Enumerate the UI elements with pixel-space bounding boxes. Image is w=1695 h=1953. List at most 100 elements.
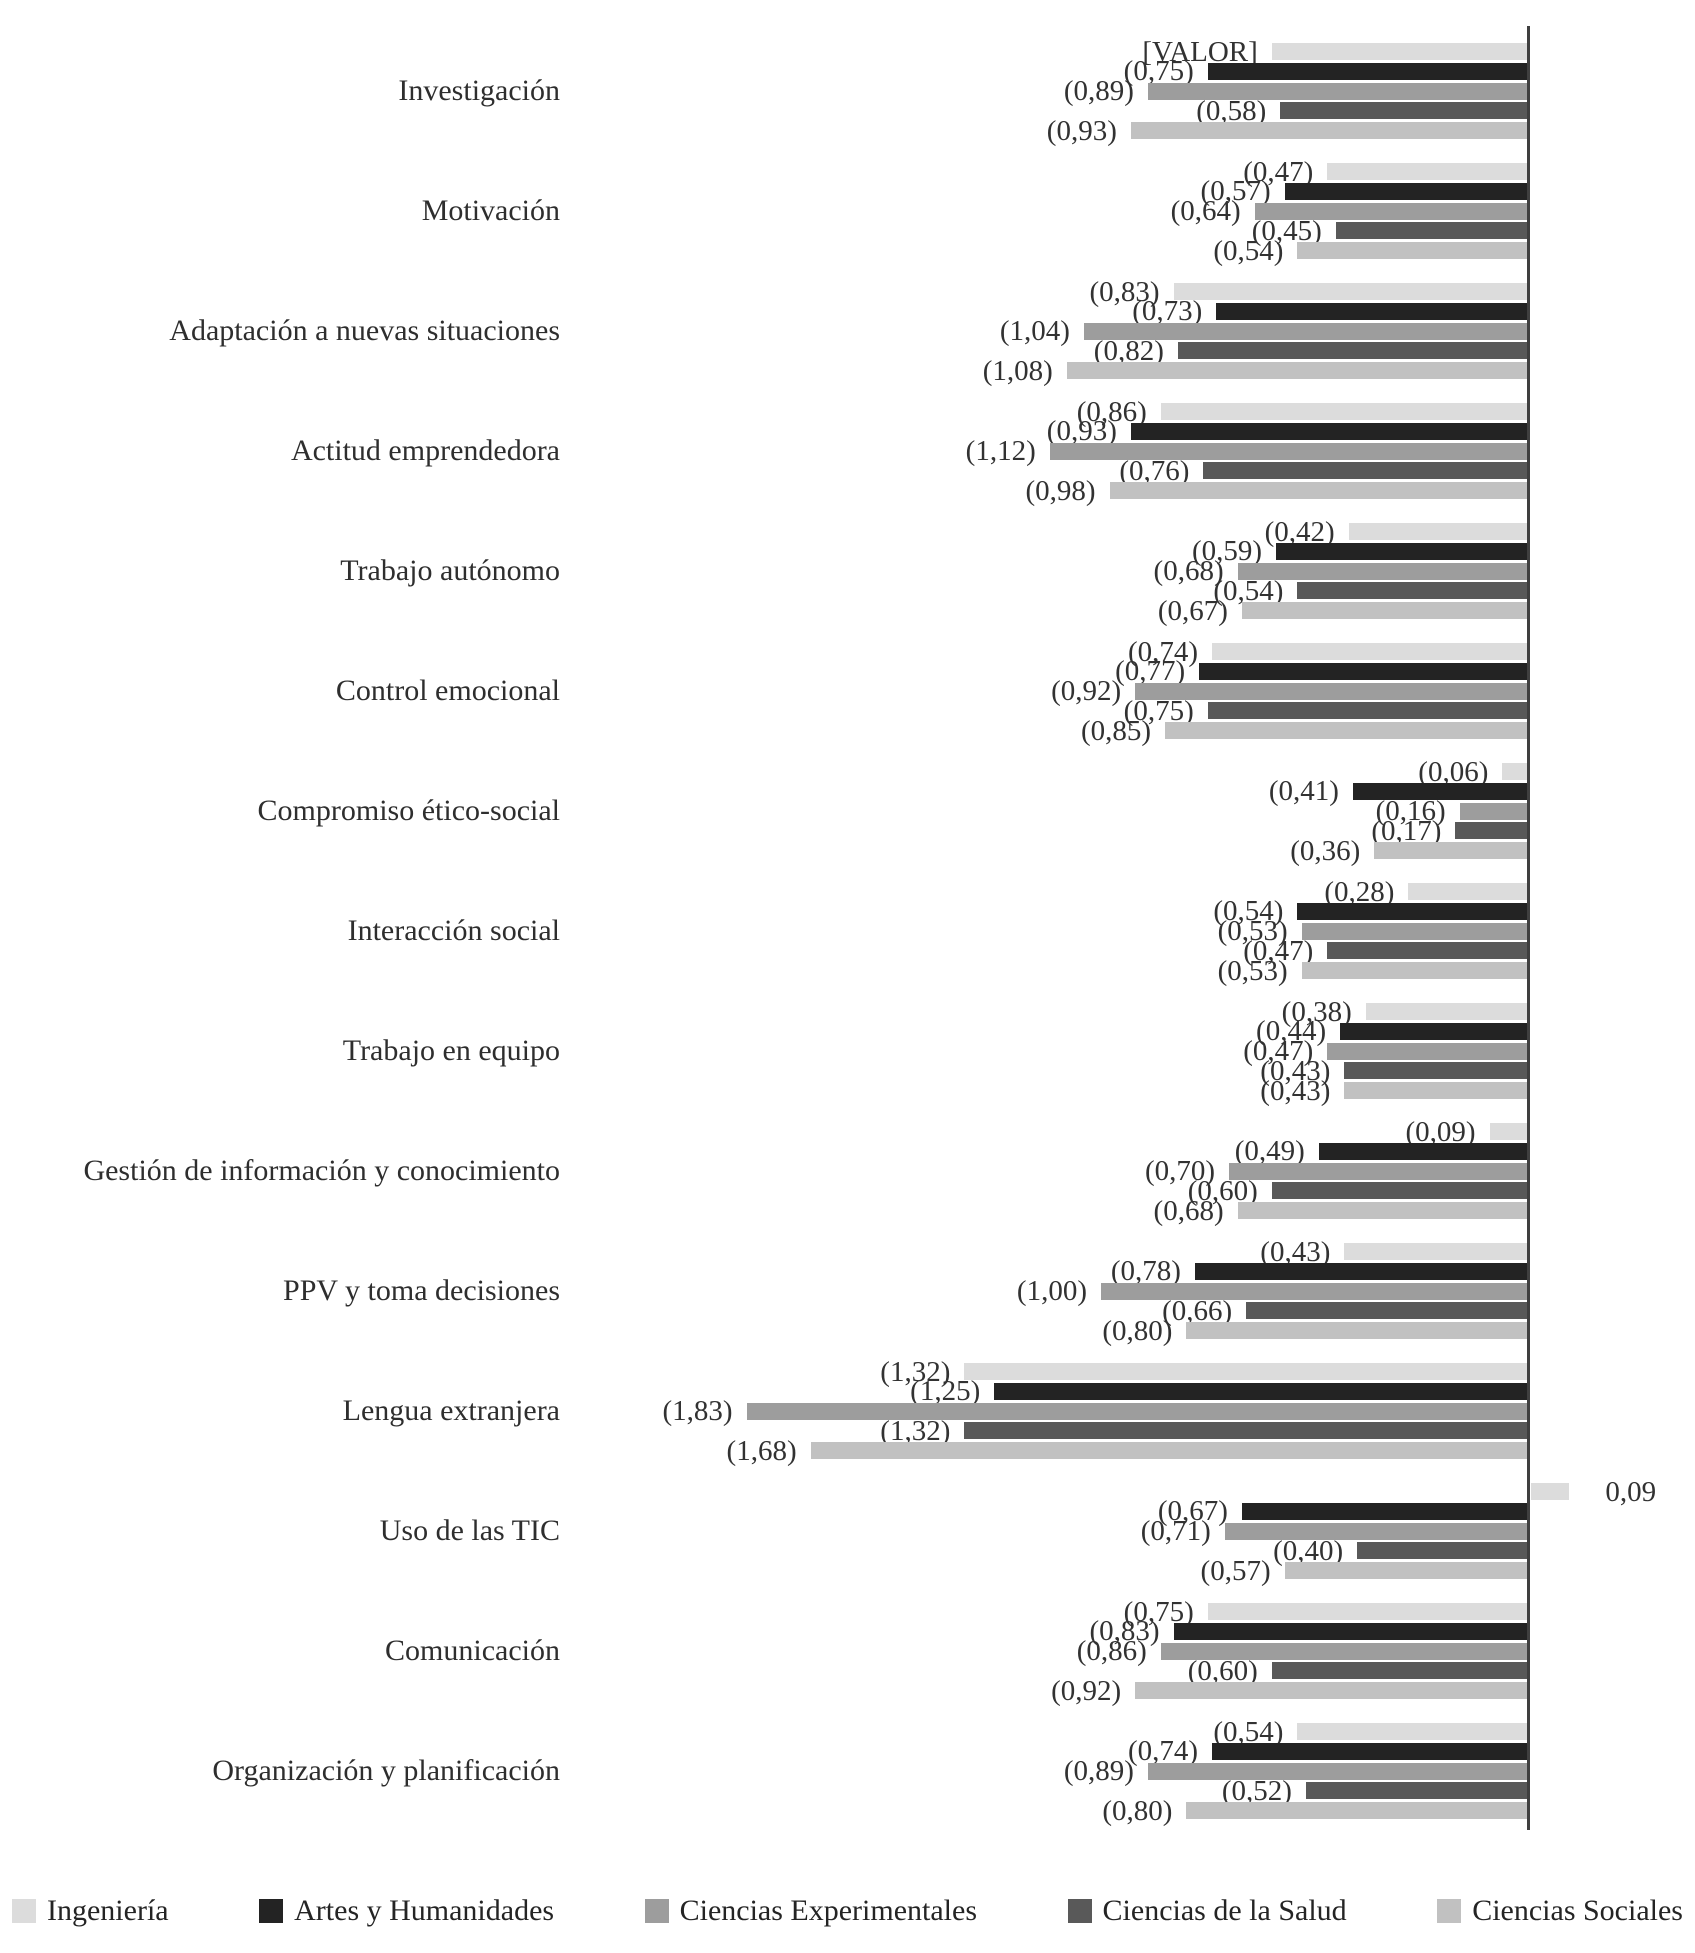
- value-label: (0,59): [1191, 535, 1263, 568]
- value-label: (0,54): [1213, 895, 1284, 928]
- bar-ciencias-experimentales: [1254, 202, 1528, 220]
- bar-artes-y-humanidades: [1318, 1142, 1528, 1160]
- bar-ingenier-a: [1160, 403, 1528, 420]
- value-label: [VALOR]: [1142, 35, 1258, 68]
- bar-ingenier-a: [1327, 163, 1528, 180]
- category-label: Uso de las TIC: [379, 1514, 560, 1547]
- legend-swatch-icon: [1067, 1899, 1092, 1923]
- bar-ciencias-sociales: [1186, 1322, 1528, 1339]
- value-label: (0,83): [1089, 1615, 1160, 1648]
- bar-ciencias-experimentales: [1229, 1162, 1528, 1180]
- legend-swatch-icon: [259, 1899, 284, 1923]
- value-label: (0,92): [1051, 675, 1122, 707]
- value-label: (0,66): [1162, 1294, 1233, 1327]
- bar-ciencias-sociales: [1237, 1202, 1528, 1219]
- value-label: (0,09): [1405, 1115, 1476, 1148]
- value-label: (0,67): [1157, 594, 1228, 627]
- legend-swatch-icon: [12, 1899, 36, 1923]
- category-label: PPV y toma decisiones: [283, 1274, 560, 1307]
- legend-label: Ciencias Sociales: [1472, 1894, 1683, 1927]
- value-label: (0,68): [1153, 1194, 1224, 1227]
- value-label: (0,70): [1145, 1155, 1216, 1187]
- bar-artes-y-humanidades: [1241, 1502, 1528, 1520]
- category-label: Actitud emprendedora: [290, 434, 560, 467]
- bar-ingenier-a: [1207, 1603, 1528, 1620]
- bar-ingenier-a: [1212, 643, 1528, 660]
- legend-label: Ingeniería: [47, 1894, 169, 1927]
- value-label: (0,85): [1080, 714, 1152, 747]
- legend-item: Ciencias de la Salud: [1067, 1893, 1347, 1929]
- value-label: (1,68): [726, 1434, 797, 1467]
- bar-ingenier-a: [1365, 1003, 1528, 1020]
- bar-ciencias-de-la-salud: [1335, 222, 1528, 240]
- bar-ciencias-experimentales: [1147, 82, 1528, 100]
- bar-ciencias-de-la-salud: [1305, 1782, 1528, 1800]
- bar-ciencias-experimentales: [1459, 802, 1528, 820]
- bar-ingenier-a: [964, 1363, 1528, 1380]
- legend-item: Artes y Humanidades: [259, 1893, 554, 1929]
- bar-artes-y-humanidades: [1130, 422, 1528, 440]
- bar-ciencias-experimentales: [1083, 322, 1528, 340]
- value-label: (0,43): [1260, 1235, 1331, 1268]
- value-label: (0,83): [1089, 275, 1160, 308]
- value-label: 0,09: [1605, 1475, 1657, 1508]
- value-label: (0,57): [1200, 175, 1271, 208]
- value-label: (0,89): [1063, 1755, 1134, 1787]
- bar-ciencias-experimentales: [1160, 1642, 1528, 1660]
- zero-axis-line: [1527, 26, 1530, 1830]
- bar-ciencias-de-la-salud: [1455, 822, 1528, 840]
- category-label: Motivación: [421, 194, 560, 227]
- value-label: (1,32): [880, 1414, 951, 1447]
- value-label: (1,12): [965, 435, 1036, 467]
- value-label: (0,60): [1187, 1654, 1258, 1687]
- value-label: (0,75): [1123, 1595, 1194, 1628]
- bar-ciencias-sociales: [1301, 962, 1528, 979]
- legend-item: Ciencias Sociales: [1437, 1893, 1683, 1929]
- value-label: (0,93): [1046, 415, 1117, 448]
- value-label: (0,28): [1324, 875, 1395, 908]
- bar-ciencias-sociales: [1297, 242, 1528, 259]
- bar-ciencias-sociales: [1374, 842, 1528, 859]
- bar-artes-y-humanidades: [1276, 542, 1528, 560]
- bar-ciencias-experimentales: [1327, 1042, 1528, 1060]
- value-label: (0,36): [1290, 834, 1361, 867]
- category-label: Organización y planificación: [212, 1754, 560, 1787]
- value-label: (0,98): [1025, 474, 1096, 507]
- bar-ciencias-experimentales: [1301, 922, 1528, 940]
- category-label: Adaptación a nuevas situaciones: [169, 314, 560, 347]
- bar-ciencias-sociales: [1130, 122, 1528, 139]
- value-label: (0,75): [1123, 55, 1194, 88]
- bar-ciencias-de-la-salud: [1357, 1542, 1528, 1560]
- bar-ingenier-a: [1297, 1723, 1528, 1740]
- bar-artes-y-humanidades: [1352, 782, 1528, 800]
- bar-artes-y-humanidades: [1284, 182, 1528, 200]
- bar-artes-y-humanidades: [1297, 902, 1528, 920]
- value-label: (0,44): [1256, 1015, 1327, 1048]
- value-label: (1,04): [999, 315, 1070, 347]
- value-label: (0,82): [1093, 334, 1164, 367]
- bar-ciencias-de-la-salud: [964, 1422, 1528, 1440]
- legend-swatch-icon: [1437, 1899, 1462, 1923]
- value-label: (0,77): [1115, 655, 1186, 688]
- value-label: (0,06): [1418, 755, 1489, 788]
- bar-ciencias-experimentales: [746, 1402, 1528, 1420]
- legend: Ingeniería Artes y Humanidades Ciencias Ex…: [0, 1893, 1695, 1929]
- bar-ciencias-sociales: [1165, 722, 1528, 739]
- value-label: (1,08): [982, 354, 1053, 387]
- value-label: (0,89): [1063, 75, 1134, 107]
- legend-label: Ciencias de la Salud: [1102, 1894, 1347, 1927]
- bar-ciencias-sociales: [1284, 1562, 1528, 1579]
- bar-ciencias-sociales: [1135, 1682, 1528, 1699]
- bar-ciencias-de-la-salud: [1207, 702, 1528, 720]
- bar-ciencias-sociales: [810, 1442, 1528, 1459]
- category-label: Compromiso ético-social: [257, 794, 560, 827]
- value-label: (0,53): [1217, 915, 1288, 947]
- bar-ciencias-experimentales: [1224, 1522, 1528, 1540]
- category-label: Investigación: [398, 74, 560, 107]
- value-label: (0,52): [1221, 1774, 1292, 1807]
- bar-ciencias-experimentales: [1237, 562, 1528, 580]
- value-label: (0,17): [1371, 814, 1442, 847]
- value-label: (0,75): [1123, 694, 1194, 727]
- bar-ciencias-sociales: [1344, 1082, 1528, 1099]
- bar-ingenier-a: [1408, 883, 1528, 900]
